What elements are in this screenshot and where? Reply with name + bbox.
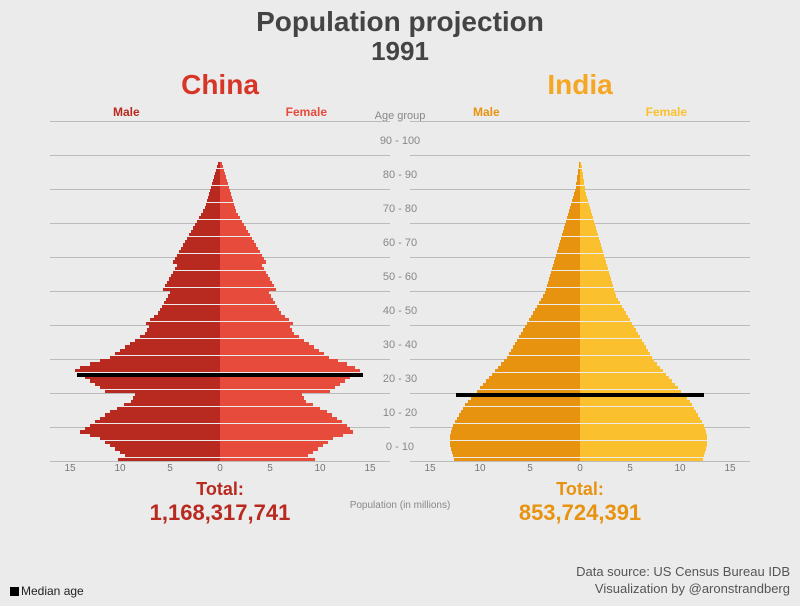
country-name: China <box>40 69 400 101</box>
charts-row: China Male Female 15105051015 Total:1,168,31… <box>0 69 800 526</box>
female-label: Female <box>286 105 327 119</box>
male-label: Male <box>113 105 140 119</box>
main-title: Population projection <box>0 6 800 38</box>
total-label: Total: <box>40 479 400 500</box>
pyramid-plot <box>50 121 390 461</box>
pyramid-plot <box>410 121 750 461</box>
median-age-line <box>77 373 363 377</box>
total-label: Total: <box>400 479 760 500</box>
population-axis-label: Population (in millions) <box>350 500 451 511</box>
median-legend-text: Median age <box>21 584 84 598</box>
x-axis: 15105051015 <box>50 463 390 477</box>
x-axis: 15105051015 <box>410 463 750 477</box>
female-label: Female <box>646 105 687 119</box>
pyramid-china: China Male Female 15105051015 Total:1,168,31… <box>40 69 400 526</box>
gender-labels: Male Female <box>40 105 400 119</box>
source-line-2: Visualization by @aronstrandberg <box>576 581 790 598</box>
median-age-line <box>456 393 704 397</box>
country-name: India <box>400 69 760 101</box>
median-swatch <box>10 587 19 596</box>
year-label: 1991 <box>0 36 800 67</box>
source-credit: Data source: US Census Bureau IDB Visual… <box>576 564 790 598</box>
total-value: 853,724,391 <box>400 500 760 526</box>
total-value: 1,168,317,741 <box>40 500 400 526</box>
source-line-1: Data source: US Census Bureau IDB <box>576 564 790 581</box>
legend-median: Median age <box>10 584 84 598</box>
gender-labels: Male Female <box>400 105 760 119</box>
male-label: Male <box>473 105 500 119</box>
pyramid-india: India Male Female 15105051015 Total:853,724,… <box>400 69 760 526</box>
